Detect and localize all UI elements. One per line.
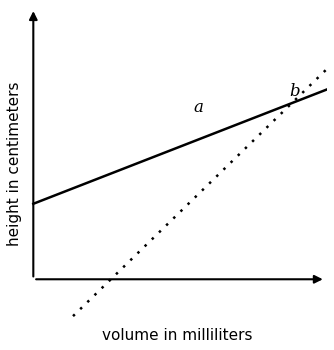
Text: a: a xyxy=(193,99,203,116)
Text: b: b xyxy=(289,83,300,100)
X-axis label: volume in milliliters: volume in milliliters xyxy=(102,328,253,343)
Y-axis label: height in centimeters: height in centimeters xyxy=(7,81,22,246)
